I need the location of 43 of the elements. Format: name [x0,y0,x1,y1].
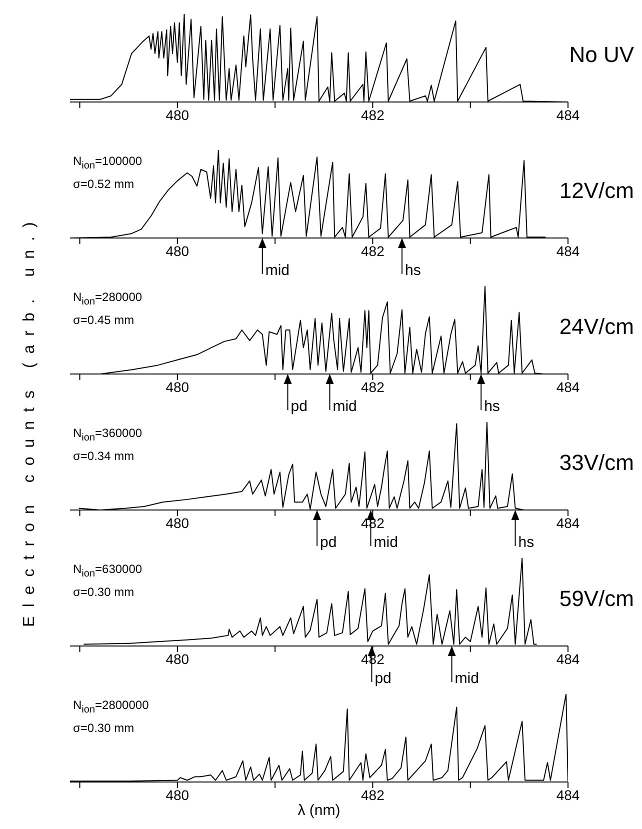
annotation: N$_{ion}$=280000 [73,289,142,310]
x-tick-label: 482 [361,378,385,395]
annotation: N$_{ion}$=2800000 [73,697,149,718]
annotation: N$_{ion}$=360000 [73,425,142,446]
text: 24V/cm [559,314,634,340]
annotation: N$_{ion}$=630000 [73,561,142,582]
x-tick-label: 482 [361,106,385,123]
annotation: σ=0.45 mm [73,312,136,330]
annotation: σ=0.30 mm [73,584,136,602]
x-tick-label: 484 [556,786,580,803]
x-tick-label: 484 [556,650,580,667]
y-axis-title: Electron counts (arb. un.) [21,213,39,627]
text: 59V/cm [559,586,634,612]
x-tick-label: 482 [361,786,385,803]
x-tick-label: 484 [556,378,580,395]
x-tick-label: 480 [166,378,190,395]
ref-line-label: mid [332,398,357,415]
ref-line-label: mid [454,670,479,687]
ref-line-label: pd [290,398,308,415]
annotation: σ=0.52 mm [73,176,136,194]
ref-line-label: pd [374,670,392,687]
annotation: σ=0.30 mm [73,720,136,738]
ref-line-label: hs [484,398,500,415]
text: No UV [569,42,634,68]
x-tick-label: 480 [166,242,190,259]
x-tick-label: 482 [361,242,385,259]
ref-line-label: hs [405,262,421,279]
x-tick-label: 484 [556,106,580,123]
ref-line-label: hs [518,534,534,551]
ref-line-label: mid [265,262,290,279]
annotation: σ=0.34 mm [73,448,136,466]
x-tick-label: 484 [556,514,580,531]
text: 33V/cm [559,450,634,476]
x-tick-label: 484 [556,242,580,259]
annotation: N$_{ion}$=100000 [73,153,142,174]
x-tick-label: 480 [166,514,190,531]
ref-line-label: mid [374,534,398,551]
x-tick-label: 480 [166,786,190,803]
text: 12V/cm [559,178,634,204]
x-axis-title: λ (nm) [298,802,340,819]
ref-line-label: pd [320,534,337,551]
x-tick-label: 480 [166,650,190,667]
x-tick-label: 480 [166,106,190,123]
